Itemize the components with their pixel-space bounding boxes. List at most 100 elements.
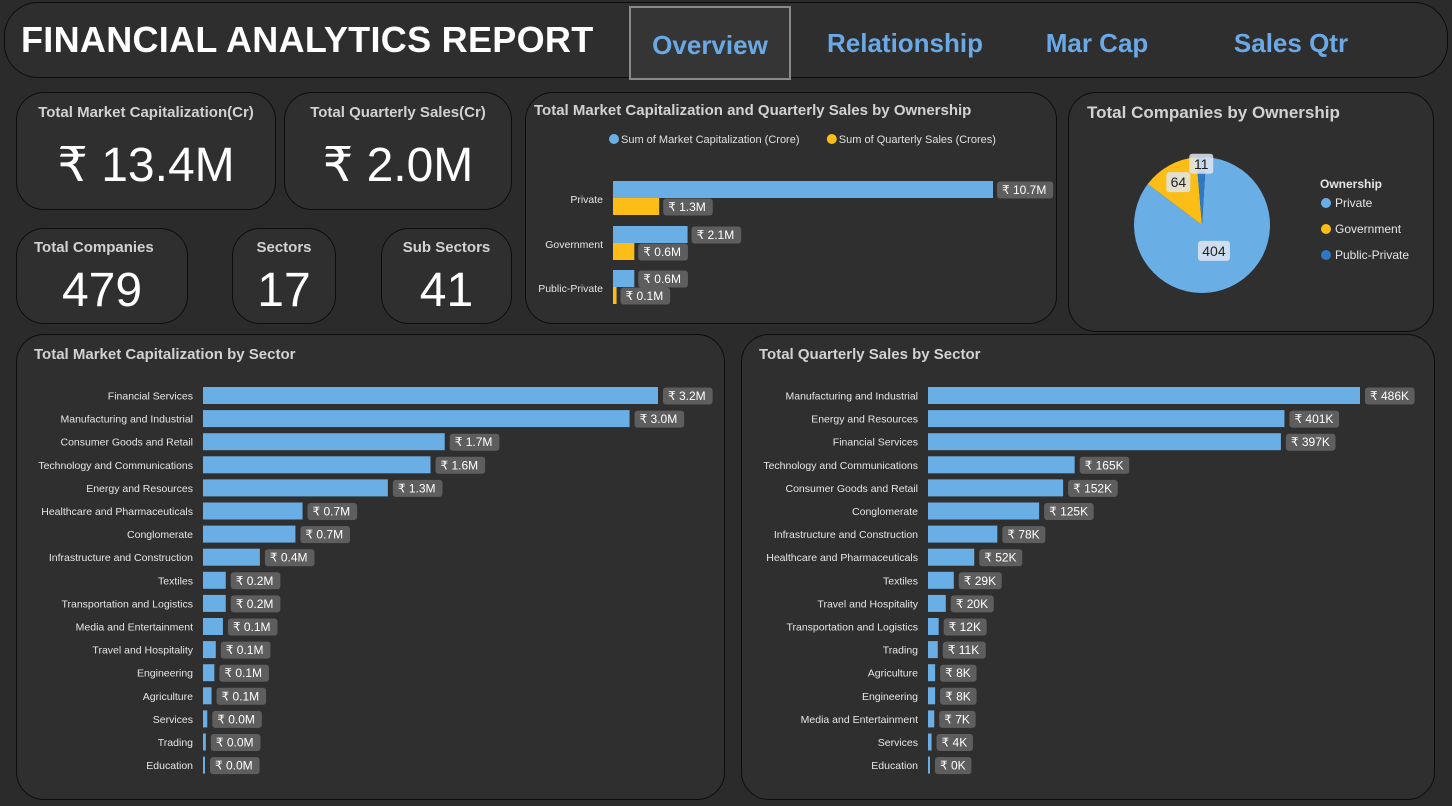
data-label-bg bbox=[939, 710, 976, 728]
category-label: Trading bbox=[883, 645, 918, 657]
category-label: Services bbox=[153, 714, 193, 726]
bar-data-label: ₹ 0.1M bbox=[216, 687, 267, 705]
bar bbox=[928, 410, 1285, 428]
data-label-text: ₹ 0.2M bbox=[236, 597, 274, 611]
kpi-card-market-cap: Total Market Capitalization(Cr) ₹ 13.4M bbox=[16, 92, 276, 210]
bar bbox=[203, 687, 212, 705]
data-label-text: ₹ 0.1M bbox=[626, 289, 664, 303]
tab-overview[interactable]: Overview bbox=[629, 6, 791, 80]
pie-data-label: 404 bbox=[1197, 240, 1230, 261]
category-label: Financial Services bbox=[108, 391, 193, 403]
bar bbox=[928, 664, 936, 682]
data-label-text: ₹ 0.1M bbox=[226, 643, 264, 657]
legend-marker bbox=[609, 134, 619, 144]
data-label-text: ₹ 125K bbox=[1049, 505, 1088, 519]
data-label-text: ₹ 3.2M bbox=[668, 389, 706, 403]
bar-data-label: ₹ 8K bbox=[940, 687, 977, 705]
data-label-bg bbox=[942, 641, 986, 659]
bar-data-label: ₹ 0.1M bbox=[620, 287, 671, 305]
bar bbox=[203, 618, 223, 635]
data-label-bg bbox=[940, 687, 977, 705]
bar-data-label: ₹ 11K bbox=[942, 641, 986, 659]
data-label-text: ₹ 0.6M bbox=[643, 272, 681, 286]
data-label-bg bbox=[227, 618, 278, 636]
category-label: Energy and Resources bbox=[86, 483, 193, 495]
tab-relationship[interactable]: Relationship bbox=[826, 28, 983, 58]
bar bbox=[613, 270, 635, 287]
bar bbox=[928, 641, 938, 659]
data-label-bg bbox=[935, 757, 972, 775]
bar-data-label: ₹ 0.1M bbox=[220, 641, 271, 659]
data-label-bg bbox=[1289, 410, 1340, 428]
legend-marker bbox=[1321, 224, 1331, 234]
bar-data-label: ₹ 0.6M bbox=[638, 243, 688, 261]
bar bbox=[613, 287, 617, 304]
bar bbox=[203, 525, 296, 543]
bar bbox=[928, 433, 1281, 451]
data-label-bg bbox=[210, 757, 260, 775]
data-label-text: ₹ 4K bbox=[942, 736, 968, 750]
category-label: Transportation and Logistics bbox=[61, 598, 193, 610]
bar-data-label: ₹ 20K bbox=[950, 595, 994, 613]
data-label-bg bbox=[1044, 503, 1094, 520]
data-label-bg bbox=[997, 181, 1054, 199]
category-label: Textiles bbox=[883, 575, 918, 587]
tab-mar-cap[interactable]: Mar Cap bbox=[1045, 28, 1149, 58]
data-label-text: ₹ 8K bbox=[945, 666, 971, 680]
bar bbox=[203, 641, 216, 659]
bar-data-label: ₹ 1.3M bbox=[663, 198, 713, 216]
data-label-bg bbox=[264, 549, 315, 567]
bar bbox=[203, 571, 226, 589]
category-label: Infrastructure and Construction bbox=[49, 552, 193, 564]
bar-data-label: ₹ 3.0M bbox=[634, 410, 685, 428]
bars-group: Private ₹ 10.7M ₹ 1.3M Government ₹ 2.1M ₹ 0.… bbox=[538, 181, 1054, 305]
bar-data-label: ₹ 125K bbox=[1044, 503, 1094, 520]
category-label: Conglomerate bbox=[127, 529, 193, 541]
data-label-text: ₹ 0.0M bbox=[216, 736, 254, 750]
category-label: Healthcare and Pharmaceuticals bbox=[766, 552, 918, 564]
ownership-pie-chart: 404 64 11 Ownership Private Government Publi… bbox=[1134, 153, 1409, 293]
data-label-text: ₹ 11K bbox=[948, 643, 979, 657]
bar-data-label: ₹ 8K bbox=[940, 664, 977, 682]
data-label-text: ₹ 78K bbox=[1007, 528, 1039, 542]
bar-data-label: ₹ 152K bbox=[1068, 479, 1118, 497]
category-label: Trading bbox=[158, 737, 193, 749]
legend-marker bbox=[826, 134, 837, 144]
legend-label: Sum of Market Capitalization (Crore) bbox=[621, 134, 800, 146]
market-cap-by-sector-chart: Financial Services ₹ 3.2M Manufacturing an… bbox=[38, 387, 713, 775]
bar-data-label: ₹ 2.1M bbox=[691, 226, 742, 244]
chart-title: Total Market Capitalization by Sector bbox=[34, 346, 296, 363]
kpi-value: 17 bbox=[257, 264, 311, 317]
kpi-title: Total Companies bbox=[34, 239, 154, 256]
pie-data-label: 11 bbox=[1189, 153, 1214, 174]
data-label-bg bbox=[620, 287, 671, 305]
chart-title: Total Quarterly Sales by Sector bbox=[759, 346, 981, 363]
data-label-text: ₹ 0.7M bbox=[305, 528, 343, 542]
data-label-text: ₹ 1.3M bbox=[398, 481, 436, 495]
category-label: Government bbox=[545, 239, 603, 251]
data-label-text: ₹ 1.6M bbox=[441, 458, 479, 472]
data-label-bg bbox=[1068, 479, 1118, 497]
data-label-text: ₹ 165K bbox=[1085, 458, 1124, 472]
data-label-bg bbox=[300, 526, 351, 544]
data-label-bg bbox=[216, 687, 267, 705]
category-label: Engineering bbox=[862, 691, 918, 703]
data-label-text: ₹ 152K bbox=[1073, 481, 1112, 495]
bar-data-label: ₹ 10.7M bbox=[997, 181, 1054, 199]
data-label-bg bbox=[1365, 387, 1415, 405]
category-label: Education bbox=[146, 760, 193, 772]
bar bbox=[613, 181, 993, 198]
bar bbox=[203, 733, 206, 751]
category-label: Consumer Goods and Retail bbox=[786, 483, 919, 495]
report-title: FINANCIAL ANALYTICS REPORT bbox=[21, 19, 594, 60]
data-label-text: ₹ 2.1M bbox=[697, 228, 735, 242]
bar bbox=[928, 525, 998, 543]
bar bbox=[203, 387, 658, 404]
quarterly-sales-by-sector-chart: Manufacturing and Industrial ₹ 486K Energy… bbox=[763, 387, 1415, 775]
chart-title: Total Market Capitalization and Quarterl… bbox=[534, 102, 971, 119]
tab-sales-qtr[interactable]: Sales Qtr bbox=[1233, 28, 1349, 58]
bar-data-label: ₹ 1.7M bbox=[449, 433, 500, 451]
bar bbox=[203, 410, 630, 428]
bar-data-label: ₹ 1.3M bbox=[392, 479, 443, 497]
bar bbox=[203, 710, 208, 728]
